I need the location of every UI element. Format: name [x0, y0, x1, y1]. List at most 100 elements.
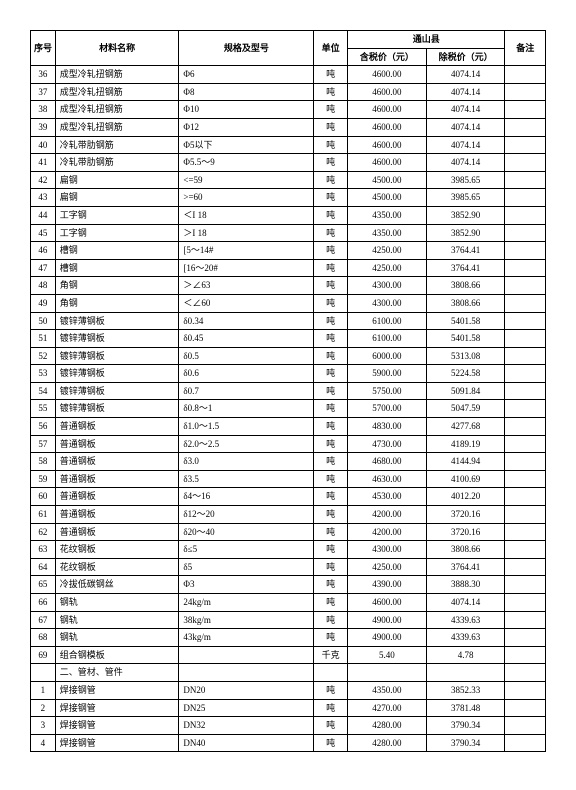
cell-spec: ＜I 18 — [179, 206, 314, 224]
cell-price-excl: 3985.65 — [426, 171, 505, 189]
col-header-region: 通山县 — [348, 31, 505, 49]
cell-note — [505, 734, 546, 752]
cell-name: 焊接钢管 — [55, 699, 179, 717]
cell-price-incl: 4300.00 — [348, 541, 427, 559]
cell-price-excl: 5047.59 — [426, 400, 505, 418]
cell-spec: δ0.5 — [179, 347, 314, 365]
cell-name: 普通钢板 — [55, 523, 179, 541]
cell-note — [505, 435, 546, 453]
cell-seq: 62 — [31, 523, 56, 541]
cell-spec — [179, 646, 314, 664]
cell-name: 普通钢板 — [55, 488, 179, 506]
cell-name: 焊接钢管 — [55, 681, 179, 699]
col-header-spec: 规格及型号 — [179, 31, 314, 66]
table-row: 47槽钢[16～20#吨4250.003764.41 — [31, 259, 546, 277]
cell-spec: DN20 — [179, 681, 314, 699]
cell-note — [505, 646, 546, 664]
table-row: 67钢轨38kg/m吨4900.004339.63 — [31, 611, 546, 629]
cell-spec: ＞∠63 — [179, 277, 314, 295]
cell-price-incl: 4280.00 — [348, 734, 427, 752]
cell-price-incl: 4250.00 — [348, 242, 427, 260]
cell-price-incl: 6000.00 — [348, 347, 427, 365]
cell-price-incl: 5900.00 — [348, 365, 427, 383]
cell-seq — [31, 664, 56, 682]
cell-name: 成型冷轧扭钢筋 — [55, 83, 179, 101]
cell-name: 花纹钢板 — [55, 558, 179, 576]
cell-unit: 吨 — [314, 312, 348, 330]
cell-note — [505, 242, 546, 260]
cell-spec: Φ8 — [179, 83, 314, 101]
cell-unit: 吨 — [314, 418, 348, 436]
table-row: 57普通钢板δ2.0～2.5吨4730.004189.19 — [31, 435, 546, 453]
cell-seq: 42 — [31, 171, 56, 189]
cell-price-excl: 3764.41 — [426, 259, 505, 277]
cell-price-incl: 4200.00 — [348, 506, 427, 524]
cell-note — [505, 189, 546, 207]
cell-price-incl: 5750.00 — [348, 382, 427, 400]
cell-seq: 64 — [31, 558, 56, 576]
cell-price-excl: 3808.66 — [426, 541, 505, 559]
cell-spec: [5～14# — [179, 242, 314, 260]
cell-spec: δ3.0 — [179, 453, 314, 471]
cell-unit: 吨 — [314, 699, 348, 717]
cell-seq: 65 — [31, 576, 56, 594]
cell-price-incl: 4300.00 — [348, 277, 427, 295]
cell-price-excl: 4100.69 — [426, 470, 505, 488]
cell-price-excl: 3985.65 — [426, 189, 505, 207]
cell-spec: δ5 — [179, 558, 314, 576]
cell-unit: 千克 — [314, 646, 348, 664]
cell-price-excl: 3852.90 — [426, 206, 505, 224]
cell-price-incl: 4900.00 — [348, 611, 427, 629]
table-row: 4焊接钢管DN40吨4280.003790.34 — [31, 734, 546, 752]
cell-name: 成型冷轧扭钢筋 — [55, 101, 179, 119]
table-row: 65冷拔低碳钢丝Φ3吨4390.003888.30 — [31, 576, 546, 594]
cell-note — [505, 382, 546, 400]
cell-name: 冷轧带肋钢筋 — [55, 136, 179, 154]
cell-price-incl: 4250.00 — [348, 259, 427, 277]
cell-spec: Φ5以下 — [179, 136, 314, 154]
cell-price-incl: 4630.00 — [348, 470, 427, 488]
cell-note — [505, 506, 546, 524]
cell-price-excl: 3808.66 — [426, 294, 505, 312]
cell-unit: 吨 — [314, 206, 348, 224]
cell-name: 冷轧带肋钢筋 — [55, 154, 179, 172]
cell-name: 工字钢 — [55, 206, 179, 224]
table-row: 38成型冷轧扭钢筋Φ10吨4600.004074.14 — [31, 101, 546, 119]
cell-unit: 吨 — [314, 101, 348, 119]
cell-name: 扁钢 — [55, 189, 179, 207]
table-row: 41冷轧带肋钢筋Φ5.5～9吨4600.004074.14 — [31, 154, 546, 172]
cell-price-incl: 4500.00 — [348, 189, 427, 207]
cell-seq: 52 — [31, 347, 56, 365]
table-row: 68钢轨43kg/m吨4900.004339.63 — [31, 629, 546, 647]
cell-price-incl: 4390.00 — [348, 576, 427, 594]
cell-seq: 45 — [31, 224, 56, 242]
cell-price-excl: 3790.34 — [426, 734, 505, 752]
cell-unit: 吨 — [314, 558, 348, 576]
cell-price-incl: 4300.00 — [348, 294, 427, 312]
cell-seq: 63 — [31, 541, 56, 559]
cell-note — [505, 558, 546, 576]
cell-unit: 吨 — [314, 717, 348, 735]
cell-note — [505, 523, 546, 541]
table-row: 61普通钢板δ12～20吨4200.003720.16 — [31, 506, 546, 524]
table-row: 45工字钢＞I 18吨4350.003852.90 — [31, 224, 546, 242]
col-header-price-excl: 除税价（元） — [426, 48, 505, 66]
cell-note — [505, 576, 546, 594]
cell-note — [505, 470, 546, 488]
table-row: 64花纹钢板δ5吨4250.003764.41 — [31, 558, 546, 576]
col-header-unit: 单位 — [314, 31, 348, 66]
cell-seq: 69 — [31, 646, 56, 664]
cell-price-incl: 4830.00 — [348, 418, 427, 436]
cell-seq: 54 — [31, 382, 56, 400]
cell-seq: 44 — [31, 206, 56, 224]
cell-price-excl: 3781.48 — [426, 699, 505, 717]
cell-name: 普通钢板 — [55, 470, 179, 488]
cell-price-excl: 3764.41 — [426, 558, 505, 576]
cell-seq: 51 — [31, 330, 56, 348]
cell-seq: 36 — [31, 66, 56, 84]
cell-note — [505, 418, 546, 436]
table-row: 2焊接钢管DN25吨4270.003781.48 — [31, 699, 546, 717]
cell-name: 扁钢 — [55, 171, 179, 189]
cell-name: 普通钢板 — [55, 418, 179, 436]
cell-note — [505, 664, 546, 682]
